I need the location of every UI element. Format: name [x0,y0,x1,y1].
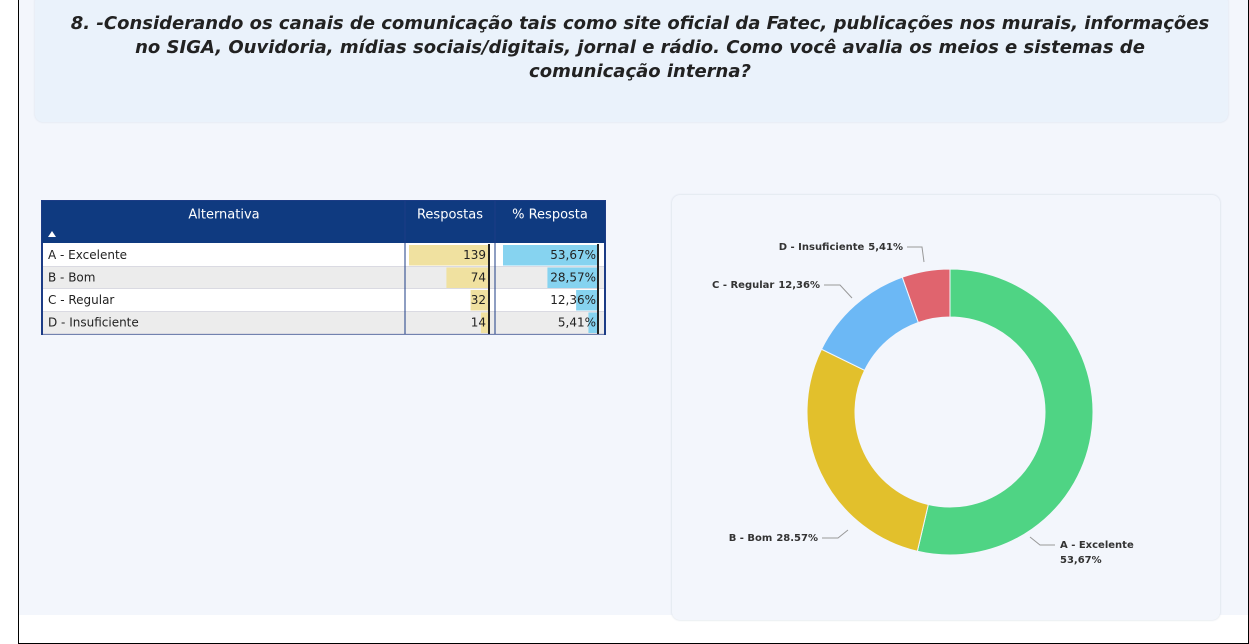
leader-line [824,284,853,299]
column-header: Respostas [417,208,483,223]
slice-value: 53,67% [1060,555,1102,566]
cell-number: 139 [463,248,486,262]
cell-percent: 53,67% [550,248,596,262]
donut-slice [916,268,1094,556]
donut-slice [806,348,929,552]
cell-percent: 12,36% [550,293,596,307]
slice-category: D - Insuficiente [779,242,865,253]
cell-text: C - Regular [48,293,114,307]
cell-number: 32 [471,293,486,307]
data-bar [547,267,598,288]
slice-label: A - Excelente [1060,540,1134,551]
table-row [43,266,604,289]
cell-text: B - Bom [48,270,95,284]
donut-slice [901,268,951,324]
column-header: % Resposta [512,208,588,223]
data-bar [470,290,489,311]
question-title: 8. -Considerando os canais de comunicaçã… [70,13,1210,82]
cell-number: 14 [471,315,486,329]
data-bar [480,312,489,333]
table-row [43,311,604,334]
slice-label: B - Bom 28.57% [729,533,818,544]
data-bar [503,245,598,266]
leader-line [907,246,925,263]
slice-value: 5,41% [868,242,903,253]
data-bar [446,267,489,288]
cell-percent: 5,41% [558,315,596,329]
data-bar [588,312,598,333]
donut-slice [820,276,919,371]
cell-number: 74 [471,270,486,284]
column-header: Alternativa [188,208,259,223]
slice-label: D - Insuficiente 5,41% [779,242,903,253]
slice-value: 12,36% [778,280,820,291]
slice-label: C - Regular 12,36% [712,280,820,291]
cell-text: A - Excelente [48,248,127,262]
table-row [43,289,604,312]
cell-text: D - Insuficiente [48,315,139,329]
slice-category: C - Regular [712,280,774,291]
slice-category: B - Bom [729,533,773,544]
sort-icon[interactable] [48,231,56,237]
data-bar [576,290,598,311]
data-bar [409,245,489,266]
leader-line [1029,536,1055,546]
title-card [35,0,1228,122]
cell-percent: 28,57% [550,270,596,284]
slice-value: 28.57% [776,533,818,544]
table-header [42,201,605,243]
leader-line [822,529,849,539]
